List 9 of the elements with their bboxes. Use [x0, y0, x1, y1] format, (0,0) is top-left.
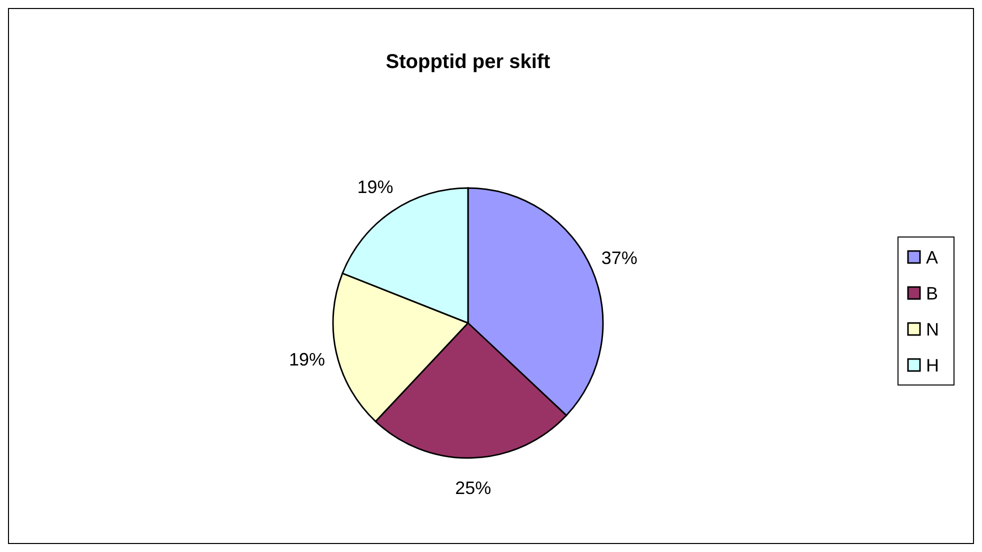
- data-label: 37%: [601, 248, 638, 268]
- chart-title: Stopptid per skift: [386, 51, 551, 73]
- data-label: 19%: [288, 349, 325, 370]
- data-label: 19%: [357, 176, 394, 197]
- legend-label: B: [926, 283, 938, 304]
- data-label: 25%: [455, 478, 492, 498]
- legend-label: N: [926, 319, 939, 340]
- legend-label: A: [926, 247, 938, 268]
- legend-label: H: [926, 355, 939, 376]
